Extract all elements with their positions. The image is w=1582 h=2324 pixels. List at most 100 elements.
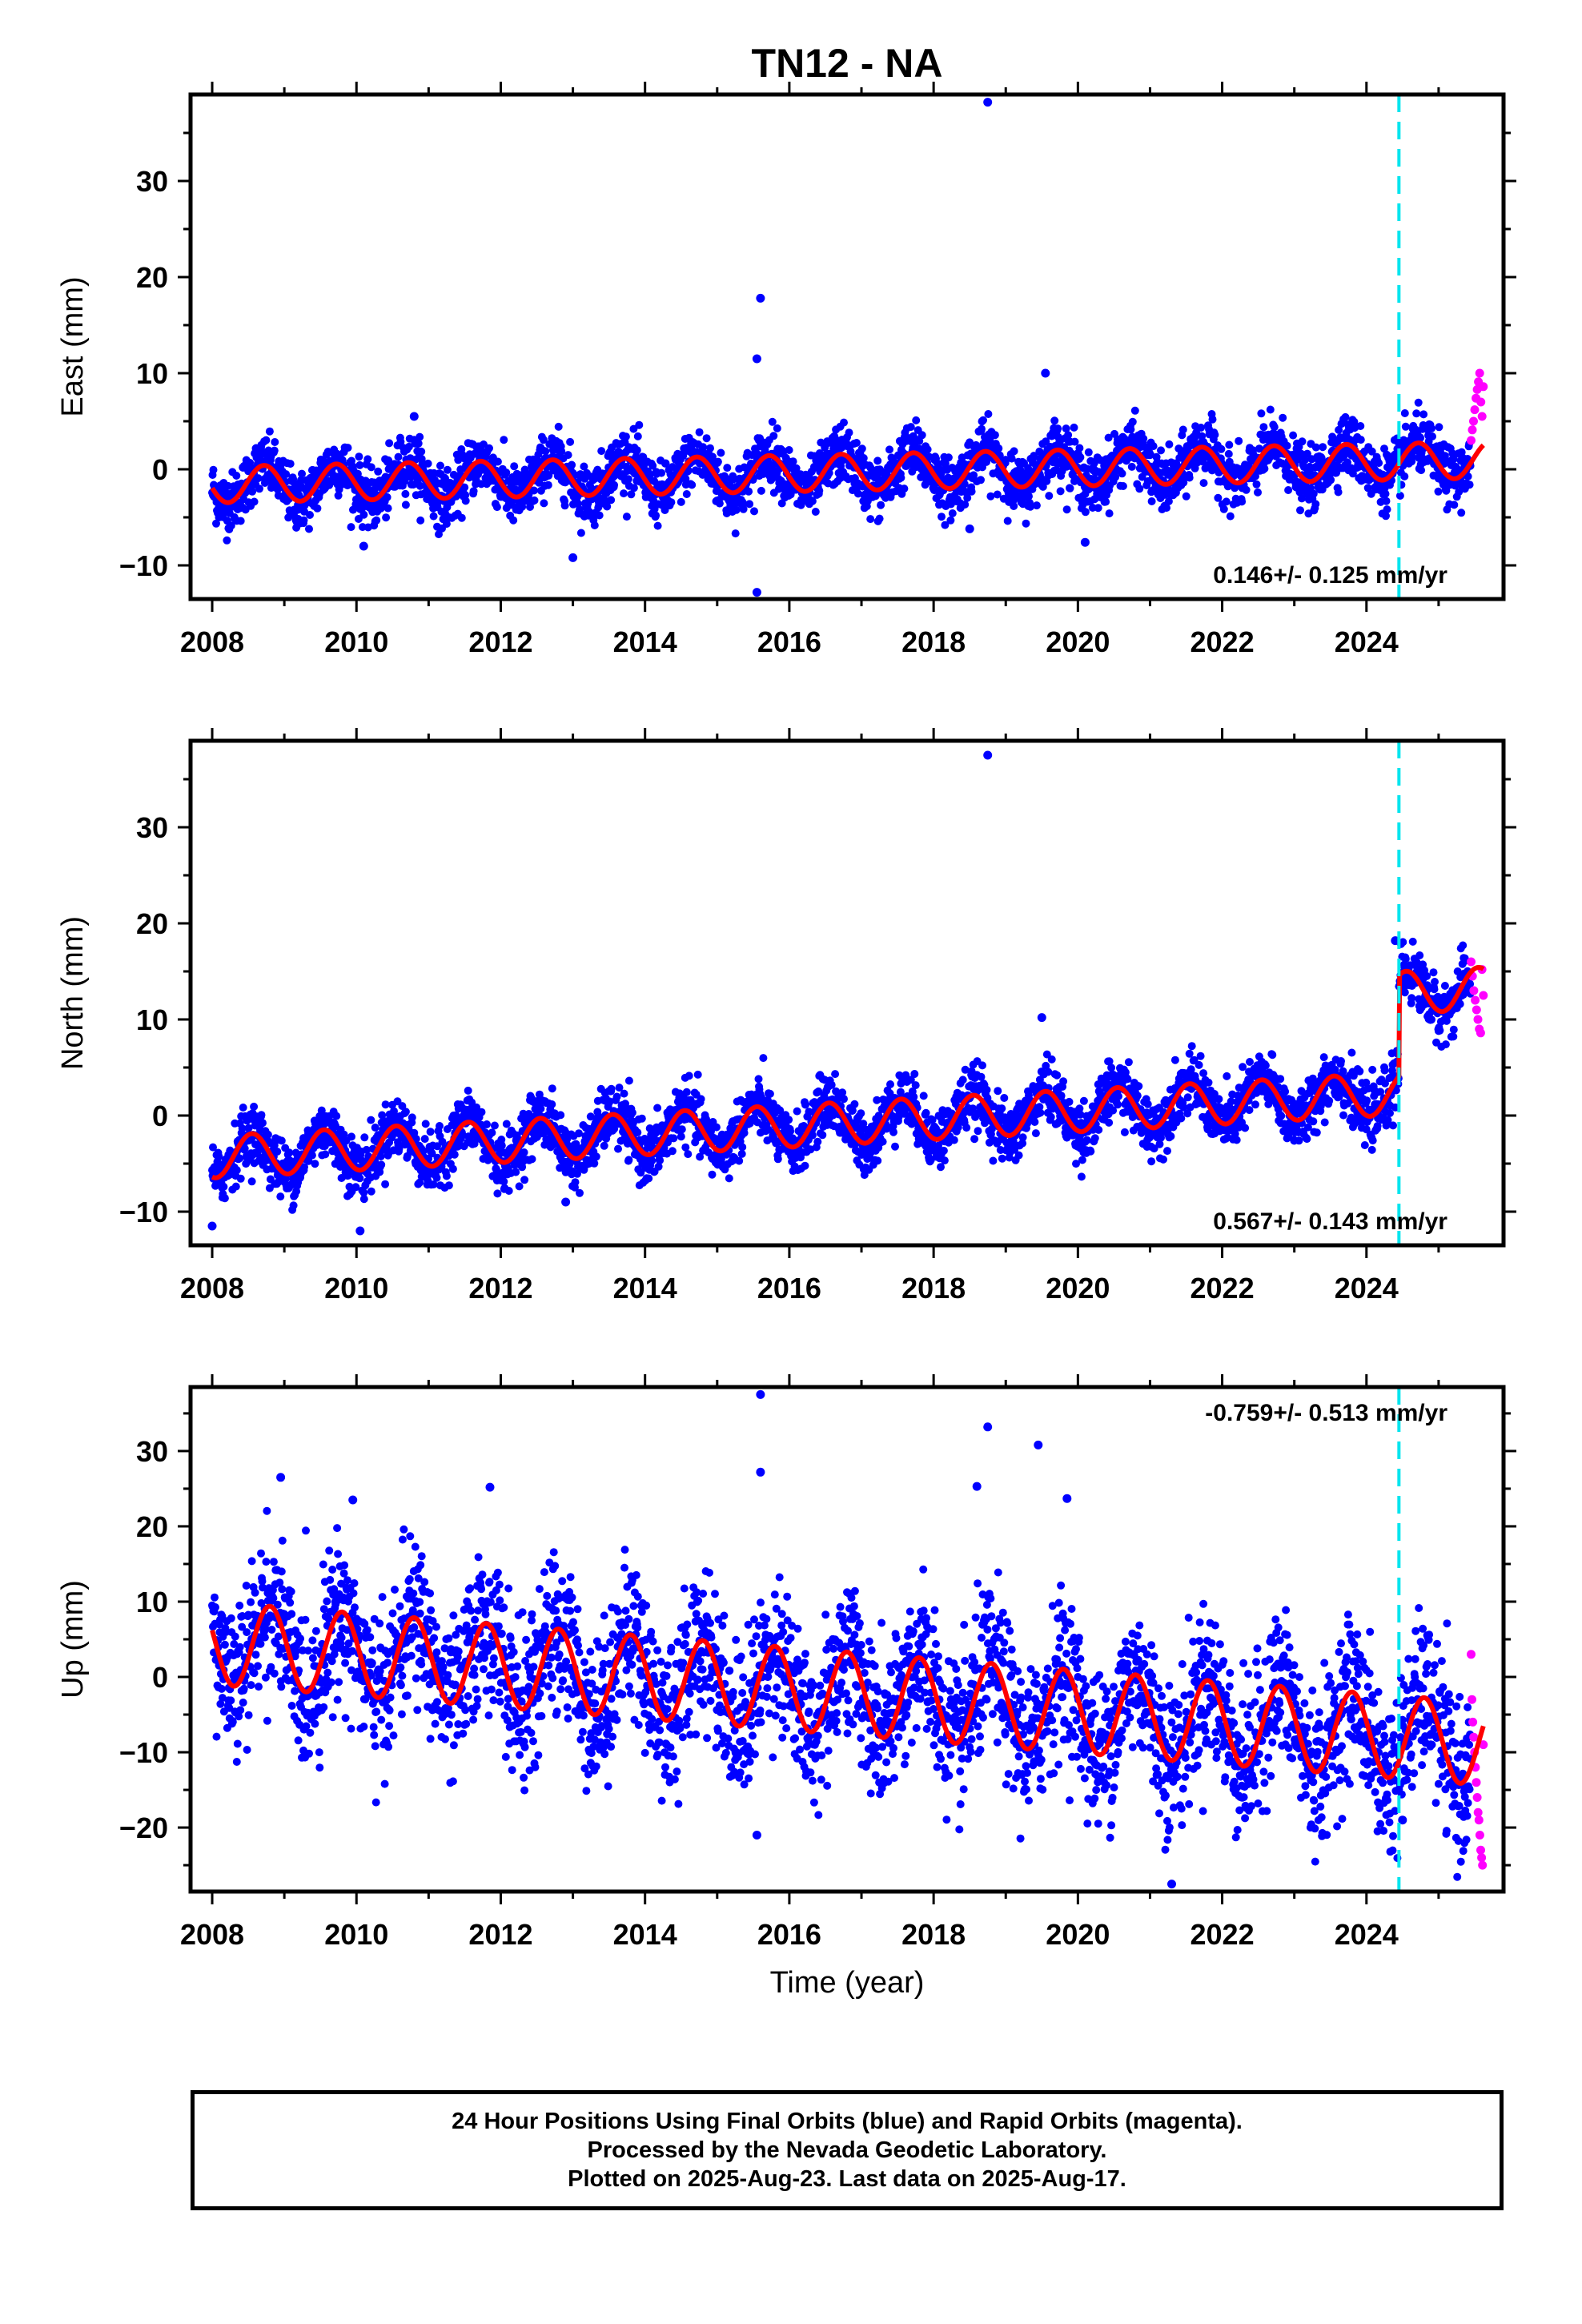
- east-final-point: [1217, 444, 1226, 453]
- east-final-point: [967, 487, 976, 496]
- east-final-point: [1070, 423, 1078, 432]
- east-final-point: [493, 457, 502, 466]
- north-final-point: [528, 1155, 536, 1164]
- east-final-point: [306, 511, 314, 519]
- east-final-point: [1130, 406, 1139, 415]
- east-final-point: [1235, 436, 1243, 445]
- east-final-point: [1327, 476, 1335, 485]
- east-final-point: [610, 480, 619, 489]
- north-final-point: [231, 1182, 240, 1191]
- east-final-point: [677, 497, 685, 506]
- east-final-point: [1252, 480, 1261, 489]
- east-final-point: [1081, 508, 1090, 517]
- north-final-point: [332, 1112, 341, 1120]
- north-final-point: [273, 1148, 282, 1156]
- east-final-point: [595, 501, 604, 509]
- north-final-point: [250, 1102, 259, 1111]
- east-final-point: [723, 464, 732, 472]
- north-final-point: [215, 1152, 223, 1161]
- east-rate-label: 0.146+/- 0.125 mm/yr: [1213, 562, 1447, 589]
- east-final-point: [1042, 437, 1050, 446]
- north-final-point: [515, 1182, 524, 1191]
- east-final-point: [343, 444, 352, 452]
- east-final-point: [255, 485, 263, 493]
- east-outlier-point: [1041, 368, 1050, 378]
- east-final-point: [1300, 456, 1309, 464]
- north-final-point: [259, 1119, 267, 1128]
- east-final-point: [1032, 501, 1041, 510]
- east-final-point: [530, 486, 538, 495]
- north-final-point: [311, 1160, 319, 1168]
- east-final-point: [840, 418, 848, 427]
- east-final-point: [1045, 492, 1054, 501]
- east-final-point: [509, 516, 518, 525]
- east-final-point: [502, 468, 511, 477]
- north-final-point: [277, 1136, 286, 1145]
- north-final-point: [347, 1132, 355, 1141]
- east-final-point: [785, 446, 793, 454]
- east-final-point: [590, 475, 599, 484]
- north-final-point: [257, 1111, 266, 1120]
- east-data-layer: [208, 94, 1488, 599]
- north-final-point: [408, 1113, 416, 1122]
- east-final-point: [1283, 441, 1291, 450]
- north-final-point: [426, 1128, 435, 1136]
- east-final-point: [1224, 449, 1233, 458]
- east-final-point: [923, 445, 932, 454]
- east-final-point: [1335, 425, 1343, 434]
- east-final-point: [539, 436, 548, 444]
- east-model-fit-line: [210, 440, 1485, 505]
- north-final-point: [612, 1092, 621, 1101]
- east-final-point: [1289, 431, 1298, 440]
- east-outlier-point: [568, 553, 578, 562]
- east-final-point: [1164, 497, 1173, 505]
- east-final-point: [270, 446, 279, 455]
- east-x-tick-label: 2016: [757, 625, 821, 658]
- east-final-point: [682, 490, 691, 498]
- east-rapid-orbit-points: [1467, 368, 1488, 445]
- north-final-point: [669, 1134, 678, 1143]
- north-final-point: [737, 1149, 746, 1158]
- east-final-point: [946, 516, 955, 525]
- east-final-point: [750, 507, 758, 516]
- east-final-point: [900, 485, 909, 493]
- north-final-point: [910, 1070, 919, 1078]
- east-final-point: [653, 521, 662, 530]
- east-final-point: [845, 428, 853, 437]
- east-final-point: [897, 473, 905, 482]
- east-final-point: [355, 452, 363, 461]
- east-final-point: [1076, 453, 1085, 461]
- east-final-point: [1062, 424, 1070, 433]
- east-x-tick-label: 2014: [613, 625, 677, 658]
- east-final-point: [1127, 462, 1136, 471]
- east-final-point: [745, 500, 754, 509]
- east-y-tick-label: 0: [152, 453, 168, 486]
- east-final-point: [1038, 482, 1047, 491]
- east-y-tick-label: 30: [136, 165, 168, 198]
- north-final-point: [432, 1173, 441, 1182]
- north-final-point: [677, 1125, 686, 1134]
- east-final-point: [695, 428, 704, 436]
- east-final-point: [944, 453, 953, 462]
- north-final-point: [668, 1147, 677, 1156]
- east-final-point: [404, 442, 413, 451]
- east-final-point: [906, 423, 915, 432]
- east-final-point: [576, 529, 585, 537]
- east-final-point: [480, 440, 488, 448]
- east-rapid-point: [1469, 416, 1478, 426]
- north-final-point: [442, 1172, 451, 1180]
- east-final-point: [990, 431, 999, 440]
- east-final-point: [457, 513, 466, 522]
- east-final-point: [1135, 485, 1144, 493]
- east-final-point: [657, 468, 666, 477]
- east-final-point: [745, 487, 753, 496]
- east-final-point: [732, 505, 741, 514]
- east-final-point: [1064, 431, 1073, 440]
- east-final-point: [1219, 505, 1228, 513]
- north-final-point: [677, 1132, 685, 1141]
- east-final-point: [359, 510, 368, 519]
- east-outlier-point: [965, 524, 974, 533]
- east-final-point: [544, 471, 553, 480]
- north-final-point: [576, 1188, 584, 1197]
- east-final-point: [1270, 423, 1279, 432]
